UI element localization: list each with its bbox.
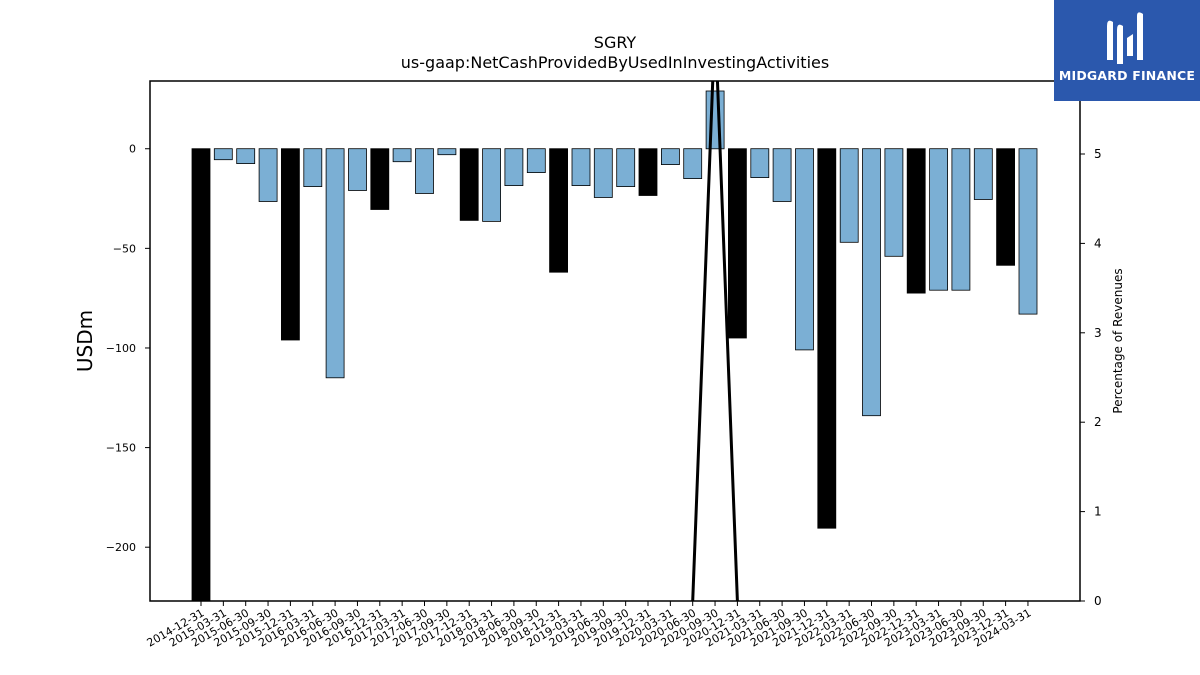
y-axis: 0 −50 −100 −150 −200 <box>106 143 150 554</box>
bar-2019-03-31 <box>571 148 591 186</box>
bar-2019-12-31 <box>638 148 658 196</box>
chart-title: SGRY <box>594 33 637 52</box>
y2-tick-label: 2 <box>1094 415 1102 429</box>
bar-2017-12-31 <box>459 148 479 221</box>
y-axis-label: USDm <box>73 310 97 372</box>
bar-2019-06-30 <box>593 148 613 198</box>
bar-2018-06-30 <box>504 148 524 186</box>
bar-2018-03-31 <box>482 148 502 222</box>
y2-axis-label: Percentage of Revenues <box>1111 268 1125 413</box>
bar-2020-12-31 <box>728 148 747 339</box>
y2-tick-label: 0 <box>1094 594 1102 608</box>
y-tick-label: −100 <box>106 342 136 355</box>
bar-2023-06-30 <box>951 148 971 291</box>
y2-tick-label: 3 <box>1094 326 1102 340</box>
logo-icon <box>1107 12 1143 65</box>
bar-2017-06-30 <box>415 148 434 194</box>
bar-2016-09-30 <box>348 148 367 191</box>
bar-2016-06-30 <box>325 148 345 379</box>
brand-logo: MIDGARD FINANCE <box>1054 0 1200 101</box>
bar-2017-09-30 <box>437 148 457 156</box>
bar-2021-03-31 <box>750 148 770 178</box>
bar-2022-09-30 <box>884 148 904 257</box>
y2-tick-label: 4 <box>1094 236 1102 250</box>
bar-2015-06-30 <box>236 148 256 164</box>
bar-2018-09-30 <box>526 148 546 173</box>
bar-2017-03-31 <box>392 148 412 163</box>
bar-2021-12-31 <box>817 148 837 529</box>
bar-2015-12-31 <box>280 148 300 341</box>
bar-2014-12-31 <box>191 148 211 601</box>
percentage-line <box>691 81 739 601</box>
y-tick-label: −200 <box>106 541 136 554</box>
bar-2020-09-30 <box>705 90 725 150</box>
bar-series <box>191 90 1038 601</box>
bar-2021-06-30 <box>772 148 792 202</box>
bar-2019-09-30 <box>616 148 636 187</box>
bar-2021-09-30 <box>795 148 814 351</box>
bar-2022-12-31 <box>906 148 926 294</box>
bar-2015-09-30 <box>258 148 278 202</box>
bar-2020-06-30 <box>683 148 703 179</box>
y-tick-label: −50 <box>113 242 136 255</box>
plot-frame <box>149 80 1081 602</box>
y2-axis: 0 1 2 3 4 5 <box>1080 147 1102 608</box>
bar-2016-03-31 <box>303 148 323 187</box>
x-axis: 2014-12-312015-03-312015-06-302015-09-30… <box>145 601 1033 650</box>
bar-2018-12-31 <box>549 148 568 273</box>
y-tick-label: 0 <box>129 143 136 156</box>
bar-2020-03-31 <box>661 148 680 165</box>
bar-2022-06-30 <box>862 148 881 417</box>
bar-2024-03-31 <box>1018 148 1038 315</box>
y-tick-label: −150 <box>106 442 136 455</box>
y2-tick-label: 5 <box>1094 147 1102 161</box>
logo-text: MIDGARD FINANCE <box>1058 68 1196 83</box>
bar-2023-09-30 <box>973 148 993 200</box>
bar-2015-03-31 <box>213 148 233 161</box>
percentage-line-series <box>691 81 739 601</box>
bar-2023-03-31 <box>929 148 948 291</box>
y2-tick-label: 1 <box>1094 505 1102 519</box>
bar-2016-12-31 <box>370 148 390 210</box>
chart-subtitle: us-gaap:NetCashProvidedByUsedInInvesting… <box>401 53 829 72</box>
bar-2022-03-31 <box>839 148 859 243</box>
bar-2023-12-31 <box>996 148 1015 266</box>
